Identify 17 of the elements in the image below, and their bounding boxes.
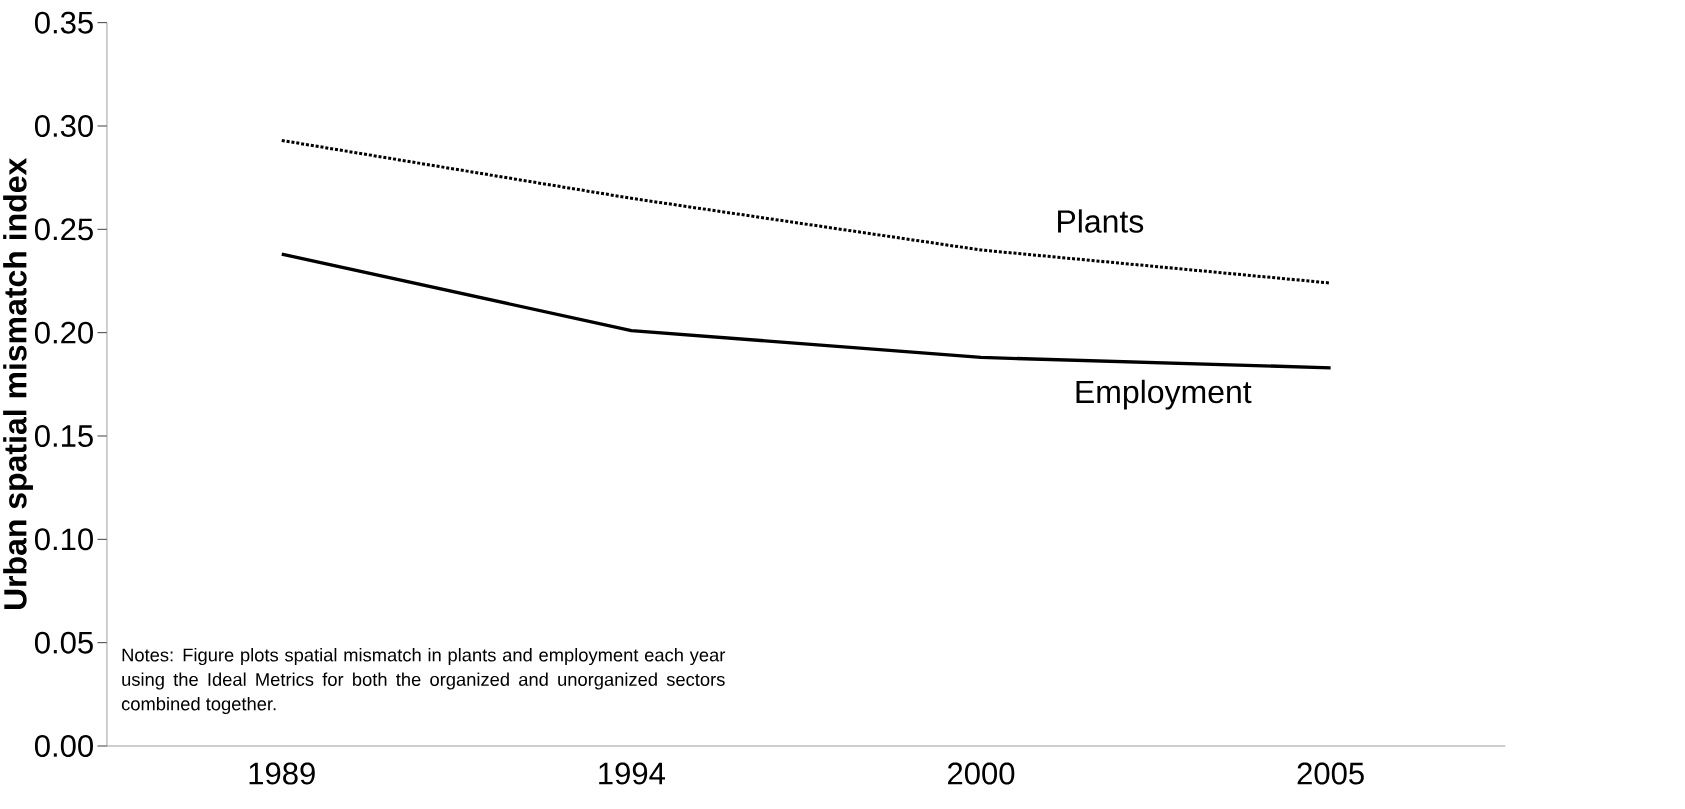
- line-series: [280, 252, 1333, 370]
- y-tick-label: 0.20: [34, 321, 93, 344]
- y-tick-label: 0.35: [34, 11, 93, 34]
- x-tick-label: 1989: [249, 762, 315, 785]
- series-label: Plants: [1058, 209, 1144, 233]
- y-tick-label: 0.15: [34, 424, 93, 447]
- series-label: Employment: [1076, 379, 1252, 410]
- annotation: Notes: Figure plots spatial mismatch in plants and employment each year using the Ideal Metrics for both the organized and unorganized sectors combined together.: [121, 647, 726, 714]
- y-axis-title: Urban spatial mismatch index: [3, 157, 33, 609]
- y-tick-label: 0.00: [34, 734, 93, 757]
- y-tick-label: 0.30: [34, 114, 93, 137]
- y-tick-label: 0.05: [34, 631, 93, 654]
- x-tick-label: 1994: [599, 762, 665, 785]
- y-tick-label: 0.25: [34, 218, 93, 241]
- y-tick-label: 0.10: [34, 528, 93, 551]
- x-tick-label: 2005: [1297, 762, 1364, 785]
- x-tick-label: 2000: [948, 762, 1015, 785]
